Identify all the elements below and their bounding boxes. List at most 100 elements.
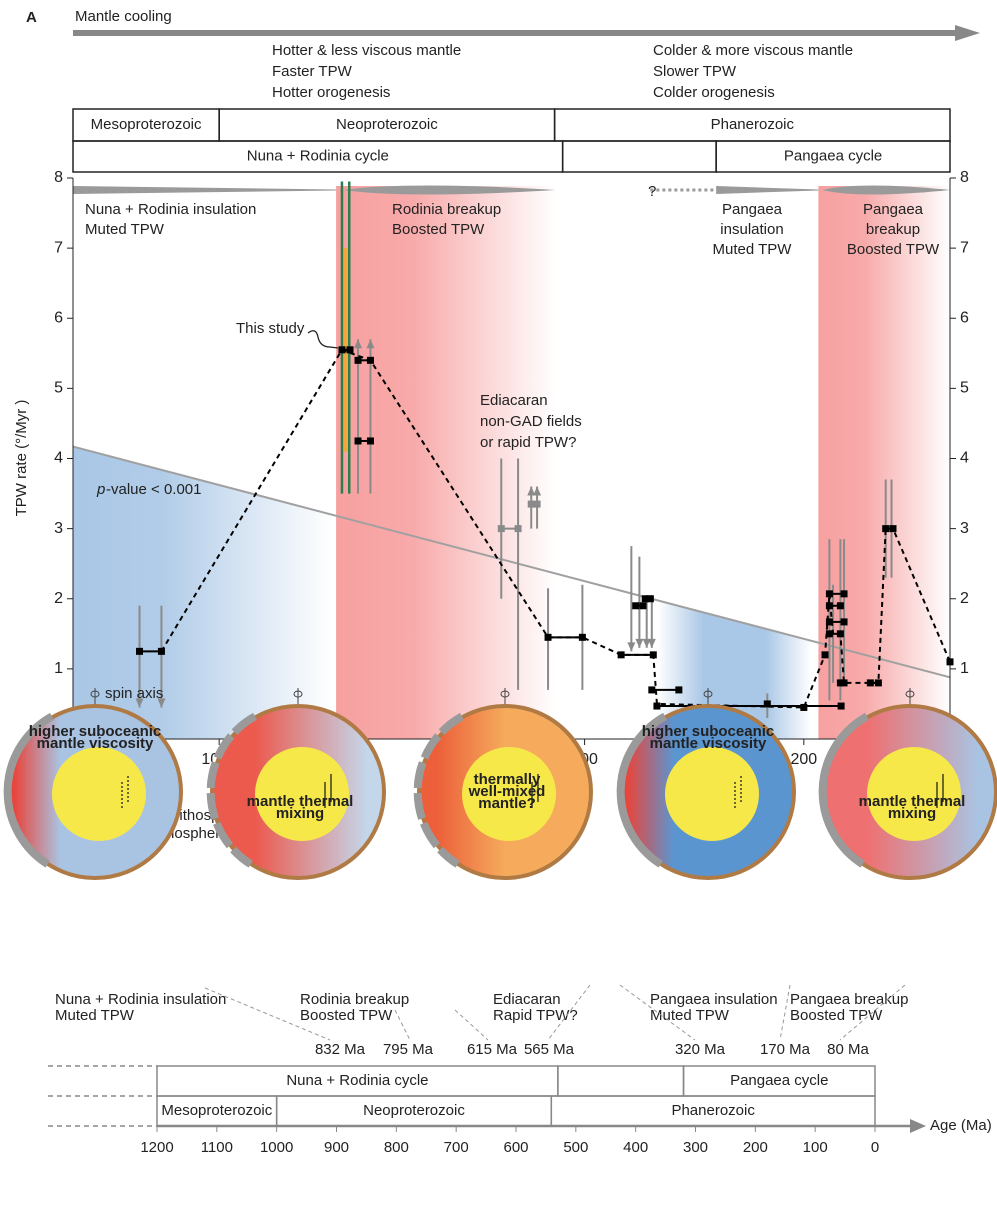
estimate-point (764, 700, 771, 707)
estimate-point (947, 658, 954, 665)
estimate-point (841, 590, 848, 597)
phase-label: Boosted TPW (847, 241, 940, 258)
estimate-point (618, 651, 625, 658)
annotation: -value < 0.001 (106, 481, 202, 498)
connector (455, 1010, 488, 1040)
period-label: Nuna + Rodinia cycle (247, 147, 389, 164)
period-label: Phanerozoic (671, 1102, 755, 1119)
y-tick-label: 1 (54, 660, 63, 677)
annotation: This study (236, 320, 305, 337)
timeline-tick-label: 1000 (260, 1139, 293, 1156)
age-label: 170 Ma (760, 1041, 811, 1058)
annotation-pointer (308, 331, 338, 348)
timeline-tick-label: 500 (563, 1139, 588, 1156)
timeline-tick-label: 700 (444, 1139, 469, 1156)
period-label: Mesoproterozoic (161, 1102, 272, 1119)
estimate-point (338, 346, 345, 353)
y-tick-label: 1 (960, 660, 969, 677)
estimate-point (650, 651, 657, 658)
estimate-point (838, 703, 845, 710)
header-note: Slower TPW (653, 63, 737, 80)
phase-label: breakup (866, 221, 920, 238)
age-label: 80 Ma (827, 1041, 869, 1058)
diagram-caption: Ediacaran (493, 991, 561, 1008)
y-tick-label: 7 (54, 239, 63, 256)
estimate-point (632, 602, 639, 609)
timeline-tick-label: 1100 (201, 1139, 233, 1156)
diagram-caption: Pangaea breakup (790, 991, 908, 1008)
y-tick-label: 3 (54, 520, 63, 537)
diagram-label: mixing (888, 805, 936, 822)
age-label: 832 Ma (315, 1041, 366, 1058)
estimate-point (826, 602, 833, 609)
period-label: Nuna + Rodinia cycle (286, 1072, 428, 1089)
estimate-point (367, 357, 374, 364)
core (52, 747, 146, 841)
estimate-point (889, 525, 896, 532)
estimate-point (675, 686, 682, 693)
diagram-label: mantle viscosity (650, 735, 767, 752)
cooling-arrowhead (955, 25, 980, 41)
diagram-caption: Boosted TPW (790, 1007, 883, 1024)
estimate-point (355, 437, 362, 444)
phase-label: Nuna + Rodinia insulation (85, 201, 256, 218)
diagram-caption: Muted TPW (55, 1007, 135, 1024)
period-box (563, 141, 716, 172)
period-label: Neoproterozoic (363, 1102, 465, 1119)
phase-wedge (73, 186, 336, 194)
estimate-point (800, 704, 807, 711)
age-label: 320 Ma (675, 1041, 726, 1058)
estimate-point (867, 679, 874, 686)
timeline-label: Age (Ma) (930, 1117, 992, 1134)
spin-label: spin axis (105, 685, 163, 702)
header-note: Hotter & less viscous mantle (272, 42, 461, 59)
estimate-point (346, 346, 353, 353)
header-note: Colder & more viscous mantle (653, 42, 853, 59)
y-tick-label: 2 (54, 590, 63, 607)
estimate-point (826, 590, 833, 597)
diagram-label: mantle viscosity (37, 735, 154, 752)
diagram-label: mantle? (478, 795, 536, 812)
estimate-point (579, 634, 586, 641)
error-arrow (648, 639, 656, 648)
figure: AMantle coolingHotter & less viscous man… (0, 0, 997, 1212)
diagram-caption: Rapid TPW? (493, 1007, 578, 1024)
estimate-point (355, 357, 362, 364)
estimate-point (826, 618, 833, 625)
estimate-point (640, 602, 647, 609)
error-arrow (635, 639, 643, 648)
diagram-caption: Rodinia breakup (300, 991, 409, 1008)
estimate-point (875, 679, 882, 686)
estimate-point (515, 525, 522, 532)
error-arrow (627, 642, 635, 651)
estimate-point (534, 501, 541, 508)
phase-wedge (716, 186, 818, 194)
estimate-point (822, 651, 829, 658)
annotation: Ediacaran (480, 392, 548, 409)
header-note: Colder orogenesis (653, 84, 775, 101)
phase-label: Muted TPW (85, 221, 165, 238)
period-label: Neoproterozoic (336, 116, 438, 133)
phase-label: Boosted TPW (392, 221, 485, 238)
timeline-tick-label: 1200 (140, 1139, 173, 1156)
timeline-tick-label: 0 (871, 1139, 879, 1156)
annotation: non-GAD fields (480, 413, 582, 430)
period-label: Mesoproterozoic (91, 116, 202, 133)
y-tick-label: 6 (960, 309, 969, 326)
annotation: or rapid TPW? (480, 434, 576, 451)
estimate-point (498, 525, 505, 532)
estimate-point (837, 602, 844, 609)
estimate-point (647, 595, 654, 602)
timeline-tick-label: 300 (683, 1139, 708, 1156)
estimate-point (826, 630, 833, 637)
y-tick-label: 8 (54, 169, 63, 186)
timeline-tick-label: 400 (623, 1139, 648, 1156)
phase-label: Pangaea (863, 201, 924, 218)
period-label: Pangaea cycle (730, 1072, 828, 1089)
diagram-caption: Boosted TPW (300, 1007, 393, 1024)
estimate-point (653, 703, 660, 710)
phase-label: ? (648, 183, 656, 200)
estimate-point (882, 525, 889, 532)
period-box (558, 1066, 684, 1096)
timeline-tick-label: 600 (503, 1139, 528, 1156)
